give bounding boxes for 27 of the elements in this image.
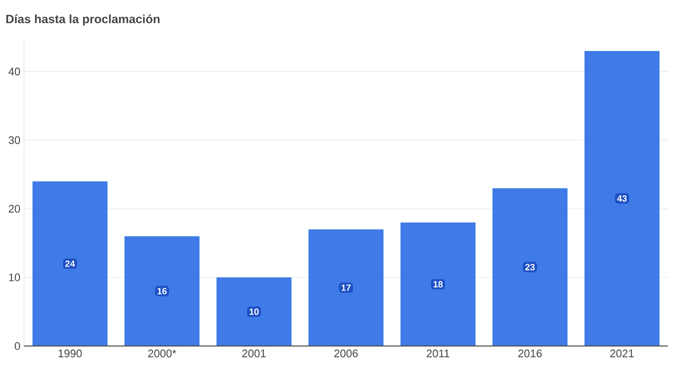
- data-label: 43: [617, 195, 627, 202]
- x-tick-label: 2016: [518, 350, 542, 358]
- data-label: 18: [434, 281, 443, 288]
- y-tick-label: 30: [8, 136, 20, 144]
- x-tick-label: 1990: [58, 350, 82, 358]
- data-label: 17: [342, 284, 351, 291]
- y-tick-label: 20: [8, 204, 20, 213]
- bar: [400, 222, 476, 346]
- data-label: 24: [65, 260, 75, 267]
- x-tick-label: 2021: [610, 350, 634, 358]
- y-tick-label: 40: [8, 68, 20, 76]
- bar: [308, 229, 384, 346]
- chart-title: Días hasta la proclamación: [6, 14, 160, 26]
- data-label: 23: [525, 264, 535, 270]
- x-tick-label: 2000*: [148, 350, 176, 358]
- data-label: 16: [158, 288, 167, 294]
- bar: [216, 277, 292, 346]
- data-label: 10: [250, 308, 259, 315]
- x-tick-label: 2001: [242, 350, 266, 358]
- y-tick-label: 10: [9, 274, 20, 282]
- y-tick-label: 0: [14, 342, 20, 350]
- bar: [584, 50, 660, 346]
- bar: [492, 188, 568, 346]
- bar: [124, 236, 200, 346]
- x-tick-label: 2011: [426, 350, 450, 358]
- x-tick-label: 2006: [334, 350, 358, 358]
- bar: [32, 181, 108, 346]
